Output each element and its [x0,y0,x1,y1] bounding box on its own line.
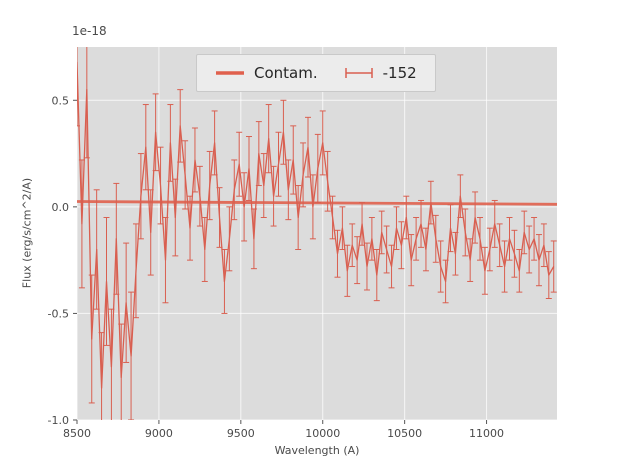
y-tick-label: -1.0 [48,414,69,427]
x-tick-label: 8500 [63,427,91,440]
line-glyph-icon [216,71,244,75]
contam-line-swatch [215,65,245,81]
x-tick-label: 9000 [145,427,173,440]
y-tick-label: 0.0 [52,201,70,214]
legend-item-contam: Contam. [215,64,318,82]
legend-label-contam: Contam. [254,64,318,82]
x-axis-label: Wavelength (A) [274,444,360,457]
y-tick-label: 0.5 [52,94,70,107]
y-axis-label: Flux (erg/s/cm^2/A) [20,177,34,289]
x-tick-label: 11000 [469,427,504,440]
y-axis-offset-text: 1e-18 [72,24,107,38]
x-tick-label: 9500 [227,427,255,440]
series-group [77,47,557,420]
x-tick-label: 10500 [387,427,422,440]
axes-background [77,47,557,420]
legend-label-152: -152 [382,64,417,82]
spectrum-line [77,61,555,389]
x-tick-label: 10000 [305,427,340,440]
legend: Contam. -152 [196,54,436,92]
legend-item-152: -152 [344,64,417,82]
y-tick-label: -0.5 [48,307,69,320]
errorbar-swatch [344,65,374,81]
errorbar-glyph-icon [344,68,373,78]
